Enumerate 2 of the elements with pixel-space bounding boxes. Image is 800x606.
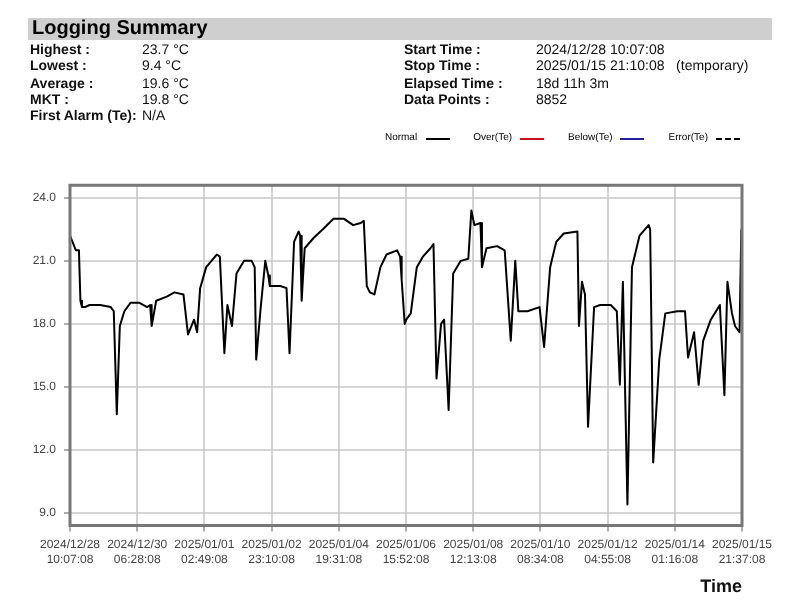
chart-title: Logging Summary (28, 18, 772, 40)
x-axis-title: Time (700, 576, 742, 597)
